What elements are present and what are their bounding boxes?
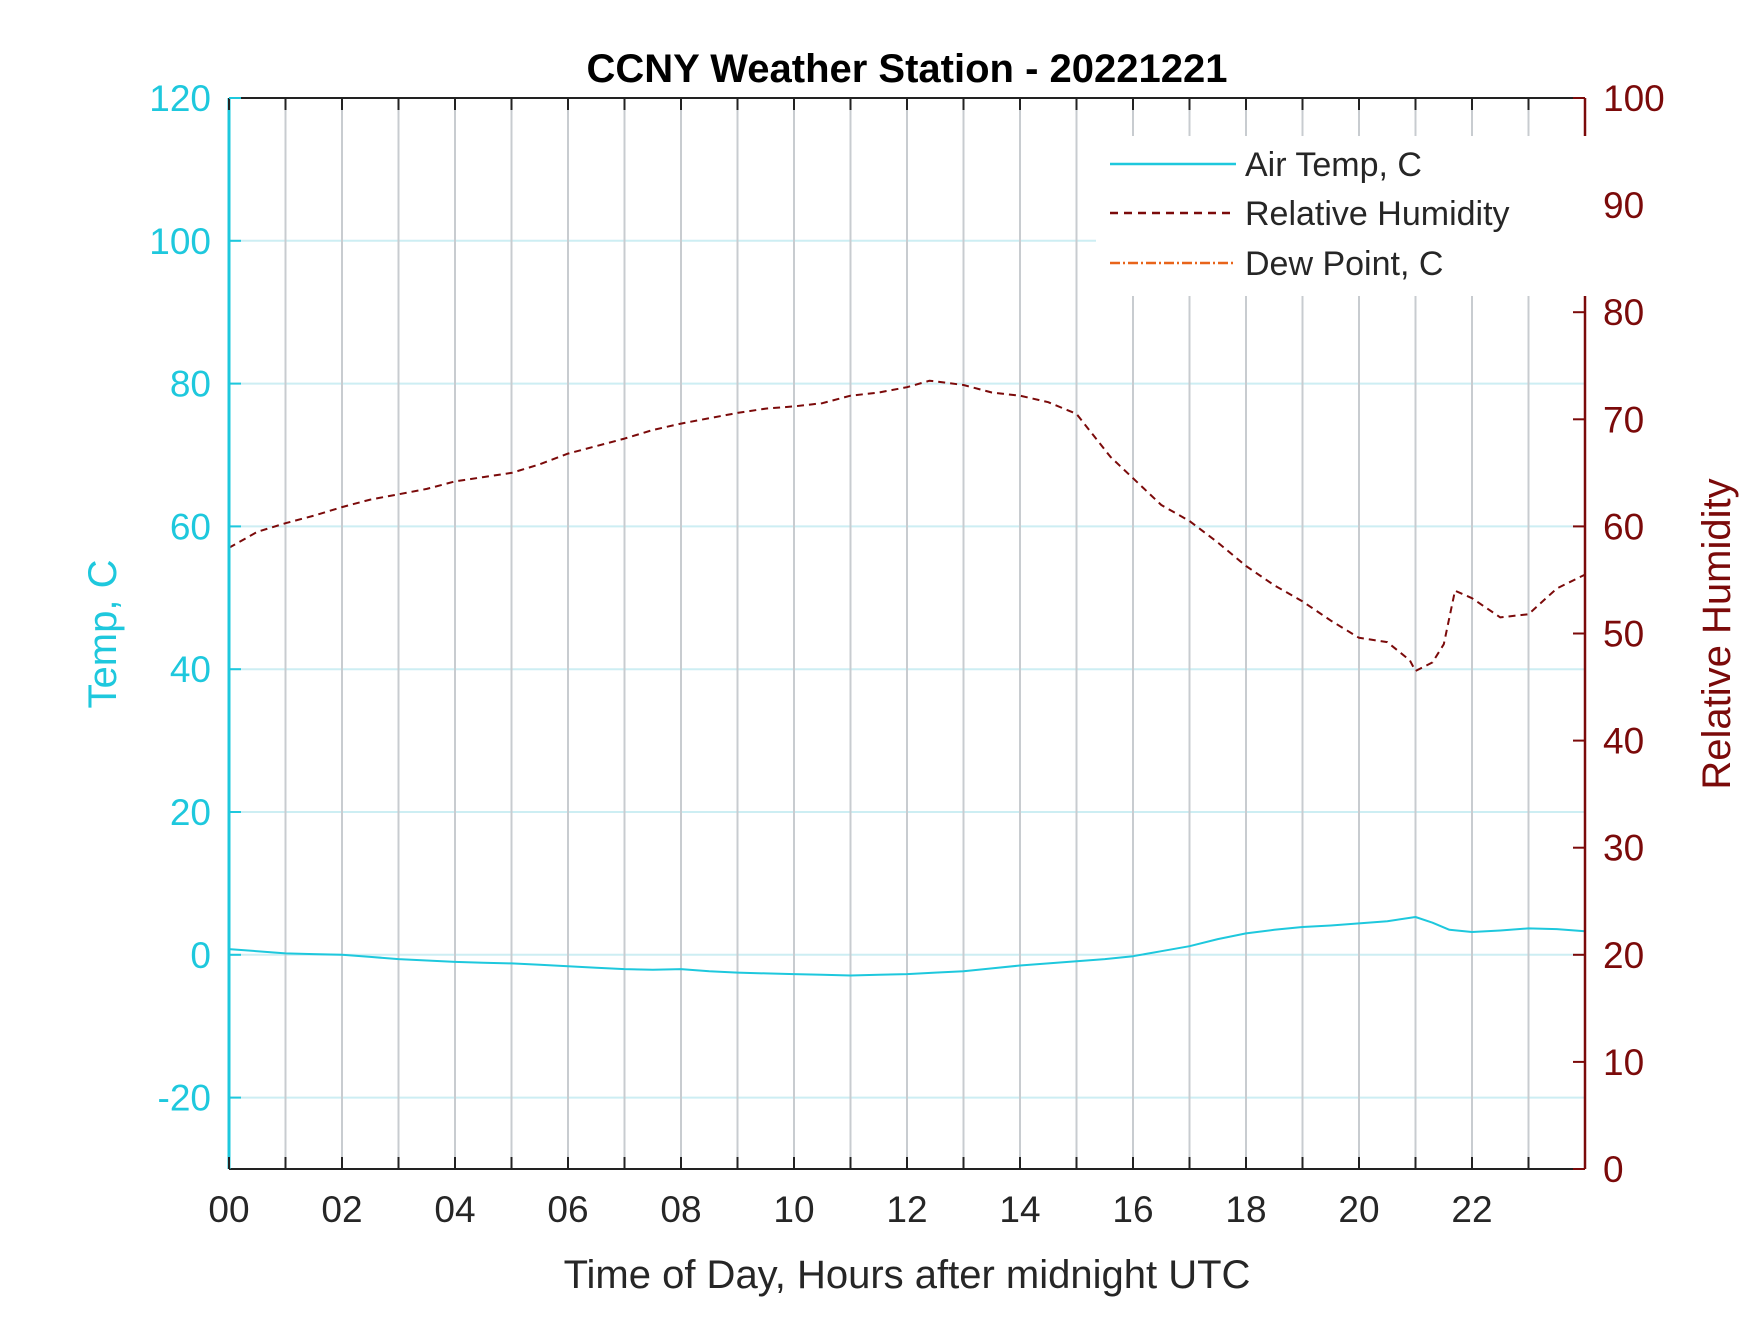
y-right-tick-label: 40 [1603,721,1644,762]
y-right-tick-label: 0 [1603,1149,1624,1190]
x-tick-label: 04 [434,1189,475,1230]
y-left-tick-label: 20 [170,792,211,833]
x-tick-label: 18 [1225,1189,1266,1230]
x-tick-label: 00 [208,1189,249,1230]
x-tick-label: 20 [1338,1189,1379,1230]
x-tick-label: 02 [321,1189,362,1230]
x-axis-label: Time of Day, Hours after midnight UTC [564,1253,1251,1297]
x-tick-label: 14 [999,1189,1040,1230]
y-right-tick-label: 60 [1603,506,1644,547]
y-right-tick-label: 20 [1603,935,1644,976]
legend: Air Temp, C Relative Humidity Dew Point,… [1096,136,1588,296]
x-tick-label: 22 [1451,1189,1492,1230]
legend-label-dew-point: Dew Point, C [1245,245,1443,283]
legend-label-relative-humidity: Relative Humidity [1245,195,1510,233]
y-left-tick-label: 100 [149,221,211,262]
y-right-tick-label: 10 [1603,1042,1644,1083]
y-left-tick-label: 0 [190,935,211,976]
series-line-air-temp [228,916,1586,977]
series-layer [228,379,1586,977]
y-right-tick-label: 30 [1603,828,1644,869]
y-right-tick-label: 80 [1603,292,1644,333]
y-left-tick-label: 60 [170,506,211,547]
y-axis-left-label: Temp, C [81,560,125,709]
chart-title: CCNY Weather Station - 20221221 [587,47,1228,91]
y-left-tick-label: 120 [149,78,211,119]
grid-layer [229,97,1585,1169]
series-line-relative-humidity [228,379,1586,672]
x-tick-label: 12 [886,1189,927,1230]
legend-label-air-temp: Air Temp, C [1245,146,1422,184]
y-right-tick-label: 50 [1603,614,1644,655]
x-tick-label: 16 [1112,1189,1153,1230]
legend-background [1096,136,1588,296]
y-left-tick-label: 40 [170,649,211,690]
x-tick-label: 10 [773,1189,814,1230]
y-right-tick-label: 70 [1603,399,1644,440]
ticks-layer: 00 02 04 06 08 10 12 14 16 18 20 22-200204060801001… [149,78,1664,1230]
y-left-tick-label: 80 [170,364,211,405]
y-right-tick-label: 90 [1603,185,1644,226]
y-right-tick-label: 100 [1603,78,1665,119]
y-axis-right-label: Relative Humidity [1695,478,1739,789]
x-tick-label: 06 [547,1189,588,1230]
y-left-tick-label: -20 [158,1078,211,1119]
x-tick-label: 08 [660,1189,701,1230]
